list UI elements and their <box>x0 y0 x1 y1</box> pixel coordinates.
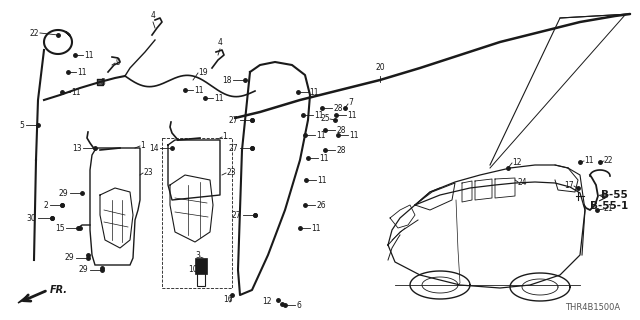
Text: 9: 9 <box>115 58 120 67</box>
Text: 5: 5 <box>20 121 24 130</box>
Text: 7: 7 <box>348 98 353 107</box>
Bar <box>195 258 207 274</box>
Text: 13: 13 <box>72 143 81 153</box>
Text: 26: 26 <box>317 201 326 210</box>
Text: 20: 20 <box>375 63 385 72</box>
Text: 10: 10 <box>188 266 198 275</box>
Text: 23: 23 <box>143 167 152 177</box>
Text: 1: 1 <box>140 140 145 149</box>
Text: 3: 3 <box>195 251 200 260</box>
Text: 16: 16 <box>223 295 233 305</box>
Text: 4: 4 <box>150 11 156 20</box>
Polygon shape <box>18 295 28 303</box>
Text: 15: 15 <box>55 223 65 233</box>
Text: 14: 14 <box>149 143 159 153</box>
Text: 22: 22 <box>604 156 614 164</box>
Text: FR.: FR. <box>50 285 68 295</box>
Text: 11: 11 <box>349 131 359 140</box>
Text: 11: 11 <box>84 51 94 60</box>
Text: 11: 11 <box>195 85 204 94</box>
Text: 11: 11 <box>317 131 326 140</box>
Text: 29: 29 <box>79 266 88 275</box>
Text: 11: 11 <box>317 175 327 185</box>
Text: 28: 28 <box>333 103 343 113</box>
Text: THR4B1500A: THR4B1500A <box>565 303 620 312</box>
Text: 28: 28 <box>337 146 346 155</box>
Text: B-55: B-55 <box>601 190 628 200</box>
Text: B-55-1: B-55-1 <box>589 201 628 211</box>
Text: 17: 17 <box>564 180 574 189</box>
Text: 12: 12 <box>512 157 522 166</box>
Text: 28: 28 <box>337 125 346 134</box>
Text: 29: 29 <box>59 188 68 197</box>
Text: 27: 27 <box>232 211 241 220</box>
Text: 11: 11 <box>314 110 324 119</box>
Text: 11: 11 <box>348 110 357 119</box>
Text: 11: 11 <box>77 68 87 76</box>
Text: 19: 19 <box>198 68 207 76</box>
Text: 27: 27 <box>229 143 239 153</box>
Text: 11: 11 <box>72 87 81 97</box>
Text: 30: 30 <box>27 213 36 222</box>
Bar <box>197 272 205 286</box>
Text: 2: 2 <box>44 201 49 210</box>
Text: 22: 22 <box>29 28 38 37</box>
Text: 21: 21 <box>604 204 614 212</box>
Text: 1: 1 <box>222 132 227 140</box>
Text: 8: 8 <box>100 77 105 86</box>
Text: 12: 12 <box>262 298 272 307</box>
Text: 18: 18 <box>222 76 232 84</box>
Text: 11: 11 <box>214 93 224 102</box>
Text: 11: 11 <box>312 223 321 233</box>
Text: 4: 4 <box>218 38 223 47</box>
Text: 11: 11 <box>310 87 319 97</box>
Text: 6: 6 <box>296 300 301 309</box>
Text: 23: 23 <box>226 167 236 177</box>
Text: 27: 27 <box>229 116 239 124</box>
Text: 11: 11 <box>319 154 329 163</box>
Text: 29: 29 <box>65 253 74 262</box>
Text: 24: 24 <box>518 178 527 187</box>
Polygon shape <box>97 79 103 85</box>
Text: 11: 11 <box>584 156 593 164</box>
Text: 25: 25 <box>321 114 330 123</box>
